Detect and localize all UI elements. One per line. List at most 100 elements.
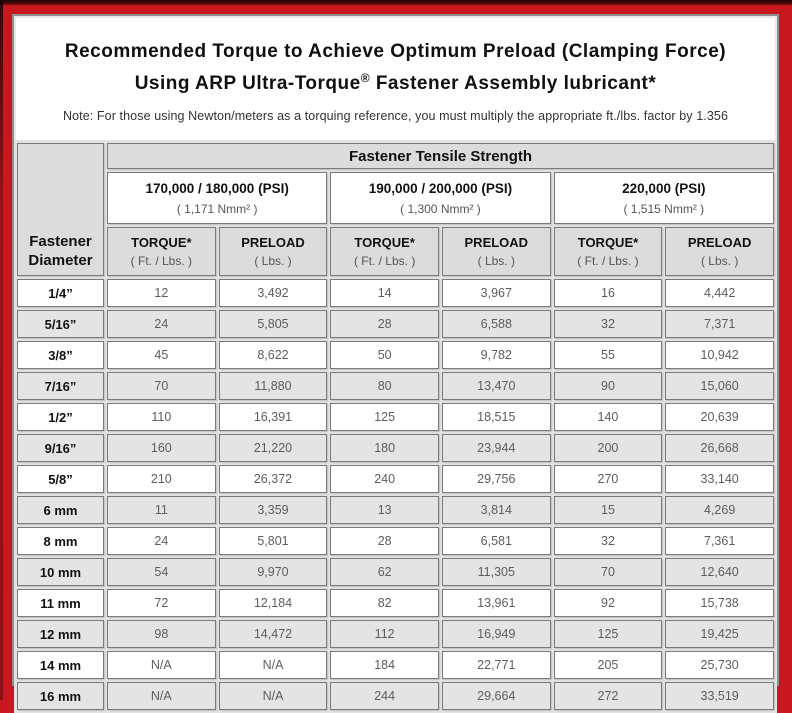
table-row: 5/16” 24 5,805 28 6,588 32 7,371 xyxy=(17,310,774,338)
table-header-rows: Fastener Diameter Fastener Tensile Stren… xyxy=(17,143,774,276)
value-cell: 160 xyxy=(107,434,216,462)
diameter-cell: 9/16” xyxy=(17,434,104,462)
value-cell: 125 xyxy=(553,620,663,648)
value-cell: 11,880 xyxy=(218,372,328,400)
value-cell: 11,305 xyxy=(441,558,551,586)
psi-value: 170,000 / 180,000 (PSI) xyxy=(145,180,289,196)
value-cell: 50 xyxy=(330,341,439,369)
value-cell: 205 xyxy=(553,651,663,679)
value-cell: 244 xyxy=(330,682,439,710)
value-cell: 15,738 xyxy=(665,589,774,617)
psi-group-220: 220,000 (PSI) ( 1,515 Nmm² ) xyxy=(553,172,774,224)
value-cell: 25,730 xyxy=(665,651,774,679)
table-row: 11 mm 72 12,184 82 13,961 92 15,738 xyxy=(17,589,774,617)
value-cell: 3,814 xyxy=(441,496,551,524)
preload-unit: ( Lbs. ) xyxy=(477,254,515,268)
diameter-cell: 6 mm xyxy=(17,496,104,524)
value-cell: 9,970 xyxy=(218,558,328,586)
torque-label: TORQUE* xyxy=(131,235,192,250)
tensile-strength-row: Fastener Diameter Fastener Tensile Stren… xyxy=(17,143,774,276)
diameter-cell: 16 mm xyxy=(17,682,104,710)
value-cell: 11 xyxy=(107,496,216,524)
value-cell: 28 xyxy=(330,310,439,338)
note-text: Note: For those using Newton/meters as a… xyxy=(62,109,728,123)
value-cell: 90 xyxy=(553,372,663,400)
value-cell: 12,640 xyxy=(665,558,774,586)
value-cell: 9,782 xyxy=(441,341,551,369)
value-cell: 29,664 xyxy=(441,682,551,710)
page-title-line1: Recommended Torque to Achieve Optimum Pr… xyxy=(64,41,727,62)
torque-unit: ( Ft. / Lbs. ) xyxy=(130,254,192,268)
table-row: 1/4” 12 3,492 14 3,967 16 4,442 xyxy=(17,279,774,307)
title-line2-pre: Using ARP Ultra-Torque xyxy=(134,73,361,94)
value-cell: 16,949 xyxy=(441,620,551,648)
value-cell: 12 xyxy=(107,279,216,307)
title-line2-post: Fastener Assembly lubricant* xyxy=(370,73,657,94)
value-cell: 8,622 xyxy=(218,341,328,369)
table-row: 9/16” 160 21,220 180 23,944 200 26,668 xyxy=(17,434,774,462)
value-cell: 26,372 xyxy=(218,465,328,493)
torque-label: TORQUE* xyxy=(354,235,415,250)
value-cell: 19,425 xyxy=(665,620,774,648)
diameter-cell: 10 mm xyxy=(17,558,104,586)
psi-group-190-200: 190,000 / 200,000 (PSI) ( 1,300 Nmm² ) xyxy=(330,172,551,224)
torque-column-header: TORQUE* ( Ft. / Lbs. ) xyxy=(107,227,216,276)
table-row: 1/2” 110 16,391 125 18,515 140 20,639 xyxy=(17,403,774,431)
value-cell: 33,140 xyxy=(665,465,774,493)
value-cell: 16,391 xyxy=(218,403,328,431)
value-cell: 10,942 xyxy=(665,341,774,369)
value-cell: 15,060 xyxy=(665,372,774,400)
value-cell: 18,515 xyxy=(441,403,551,431)
value-cell: 7,361 xyxy=(665,527,774,555)
nmm-value: ( 1,515 Nmm² ) xyxy=(623,201,705,216)
torque-table-body: 1/4” 12 3,492 14 3,967 16 4,442 5/16” 24 5,805 28 6… xyxy=(17,279,774,710)
diameter-cell: 5/16” xyxy=(17,310,104,338)
value-cell: 12,184 xyxy=(218,589,328,617)
preload-column-header: PRELOAD ( Lbs. ) xyxy=(441,227,551,276)
value-cell: 98 xyxy=(107,620,216,648)
registered-trademark-symbol: ® xyxy=(360,71,371,85)
value-cell: 14 xyxy=(330,279,439,307)
value-cell: 82 xyxy=(330,589,439,617)
diameter-cell: 7/16” xyxy=(17,372,104,400)
table-row: 8 mm 24 5,801 28 6,581 32 7,361 xyxy=(17,527,774,555)
value-cell: 16 xyxy=(553,279,663,307)
diameter-cell: 5/8” xyxy=(17,465,104,493)
left-dark-edge xyxy=(0,0,3,700)
value-cell: 6,588 xyxy=(441,310,551,338)
table-row: 5/8” 210 26,372 240 29,756 270 33,140 xyxy=(17,465,774,493)
value-cell: 54 xyxy=(107,558,216,586)
value-cell: 240 xyxy=(330,465,439,493)
torque-column-header: TORQUE* ( Ft. / Lbs. ) xyxy=(330,227,439,276)
psi-value: 190,000 / 200,000 (PSI) xyxy=(368,180,513,196)
table-row: 12 mm 98 14,472 112 16,949 125 19,425 xyxy=(17,620,774,648)
psi-value: 220,000 (PSI) xyxy=(622,180,706,196)
value-cell: 72 xyxy=(107,589,216,617)
value-cell: 125 xyxy=(330,403,439,431)
table-row: 3/8” 45 8,622 50 9,782 55 10,942 xyxy=(17,341,774,369)
value-cell: N/A xyxy=(218,682,328,710)
value-cell: 7,371 xyxy=(665,310,774,338)
value-cell: 23,944 xyxy=(441,434,551,462)
value-cell: 33,519 xyxy=(665,682,774,710)
value-cell: N/A xyxy=(107,651,216,679)
value-cell: 180 xyxy=(330,434,439,462)
preload-column-header: PRELOAD ( Lbs. ) xyxy=(665,227,774,276)
value-cell: 15 xyxy=(553,496,663,524)
diameter-cell: 8 mm xyxy=(17,527,104,555)
torque-label: TORQUE* xyxy=(577,235,639,250)
table-row: 14 mm N/A N/A 184 22,771 205 25,730 xyxy=(17,651,774,679)
value-cell: 62 xyxy=(330,558,439,586)
value-cell: 110 xyxy=(107,403,216,431)
diameter-cell: 3/8” xyxy=(17,341,104,369)
psi-group-row: 170,000 / 180,000 (PSI) ( 1,171 Nmm² ) 1… xyxy=(17,172,774,224)
title-block: Recommended Torque to Achieve Optimum Pr… xyxy=(14,16,777,123)
table-row: 10 mm 54 9,970 62 11,305 70 12,640 xyxy=(17,558,774,586)
value-cell: 200 xyxy=(553,434,663,462)
value-cell: 270 xyxy=(553,465,663,493)
value-cell: 21,220 xyxy=(218,434,328,462)
value-cell: 80 xyxy=(330,372,439,400)
value-cell: 112 xyxy=(330,620,439,648)
torque-unit: ( Ft. / Lbs. ) xyxy=(353,254,416,268)
value-cell: 13 xyxy=(330,496,439,524)
